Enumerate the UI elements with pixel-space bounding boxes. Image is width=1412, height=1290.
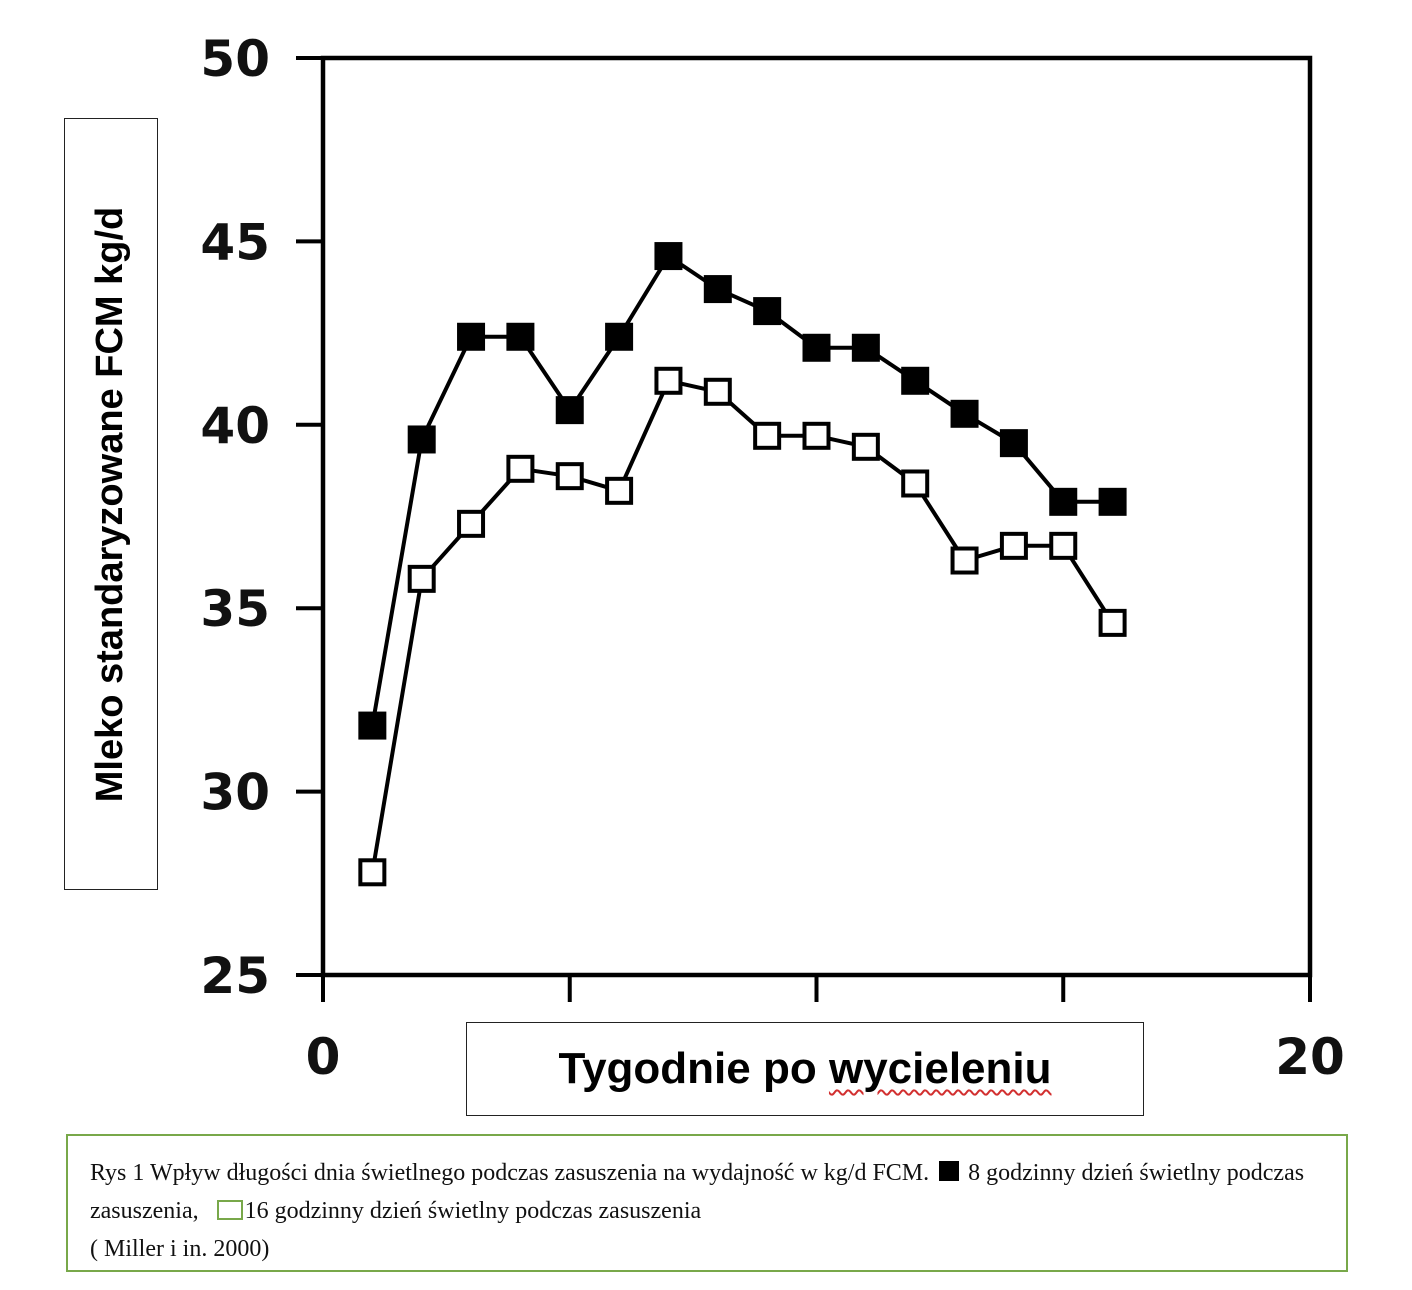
data-point — [555, 396, 584, 425]
data-point — [1049, 531, 1078, 560]
data-point — [999, 429, 1028, 458]
x-axis-label-prefix: Tygodnie po — [558, 1044, 829, 1093]
data-point — [605, 322, 634, 351]
x-tick-label: 20 — [1275, 1028, 1345, 1086]
data-point — [654, 366, 683, 395]
data-point — [555, 462, 584, 491]
x-tick-label: 0 — [306, 1028, 341, 1086]
data-point — [457, 509, 486, 538]
caption-text-1: Rys 1 Wpływ długości dnia świetlnego pod… — [90, 1160, 930, 1186]
data-point — [407, 564, 436, 593]
data-point — [901, 469, 930, 498]
series-layer — [358, 242, 1127, 887]
data-point — [457, 322, 486, 351]
data-point — [802, 333, 831, 362]
x-axis-label: Tygodnie po wycieleniu — [558, 1044, 1051, 1094]
legend-open-square-icon — [216, 1200, 243, 1220]
y-tick-label: 50 — [200, 30, 270, 88]
series-1 — [358, 242, 1127, 740]
caption-text-3: 16 godzinny dzień świetlny podczas zasus… — [244, 1198, 702, 1224]
data-point — [506, 454, 535, 483]
data-point — [1098, 608, 1127, 637]
series-line — [370, 254, 1113, 726]
data-point — [802, 421, 831, 450]
y-tick-label: 25 — [200, 947, 270, 1005]
data-point — [703, 275, 732, 304]
data-point — [753, 297, 782, 326]
data-point — [605, 476, 634, 505]
legend-filled-square-icon — [939, 1161, 960, 1181]
caption-text-2: 8 godzinny dzień świetlny podczas zasusz… — [90, 1160, 1305, 1224]
data-point — [950, 546, 979, 575]
y-tick-label: 45 — [200, 213, 270, 271]
y-tick-label: 35 — [200, 580, 270, 638]
caption-text-4: ( Miller i in. 2000) — [90, 1236, 270, 1262]
data-point — [950, 399, 979, 428]
figure-caption: Rys 1 Wpływ długości dnia świetlnego pod… — [66, 1134, 1348, 1272]
series-2 — [358, 366, 1127, 887]
y-axis-label: Mleko standaryzowane FCM kg/d — [89, 206, 132, 802]
x-axis: 0 20 — [306, 975, 1345, 1086]
chart: 25 30 35 40 45 50 0 20 — [200, 30, 1345, 1086]
data-point — [358, 858, 387, 887]
y-axis-label-box: Mleko standaryzowane FCM kg/d — [64, 118, 158, 890]
data-point — [851, 432, 880, 461]
y-tick-label: 30 — [200, 764, 270, 822]
spellcheck-word: wycieleniu — [828, 1044, 1052, 1093]
data-point — [703, 377, 732, 406]
data-point — [901, 366, 930, 395]
x-axis-label-box: Tygodnie po wycieleniu — [466, 1022, 1144, 1116]
data-point — [1049, 487, 1078, 516]
data-point — [407, 425, 436, 454]
y-axis: 25 30 35 40 45 50 — [200, 30, 323, 1005]
y-tick-label: 40 — [200, 397, 270, 455]
data-point — [1098, 487, 1127, 516]
data-point — [851, 333, 880, 362]
data-point — [753, 421, 782, 450]
series-line — [370, 378, 1115, 873]
data-point — [358, 711, 387, 740]
data-point — [506, 322, 535, 351]
data-point — [654, 242, 683, 271]
data-point — [999, 531, 1028, 560]
